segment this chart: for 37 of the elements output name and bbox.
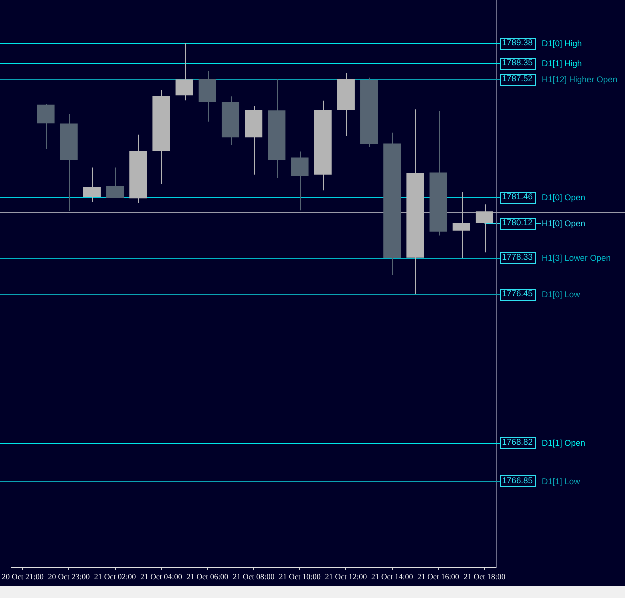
ref-line-label: H1[12] Higher Open [542, 74, 618, 85]
ref-line-label: D1[1] Open [542, 438, 586, 448]
x-tick-label: 21 Oct 18:00 [464, 572, 506, 582]
ref-line-label: H1[3] Lower Open [542, 253, 612, 264]
candlestick [37, 103, 55, 150]
x-tick-label: 21 Oct 02:00 [94, 572, 136, 582]
ref-line-label: D1[1] Low [542, 476, 582, 486]
y-tick-label: 1781.46 [502, 191, 534, 202]
x-tick-label: 20 Oct 21:00 [2, 572, 44, 582]
x-tick-label: 21 Oct 12:00 [325, 572, 368, 582]
x-tick-label: 20 Oct 23:00 [48, 572, 90, 582]
candlestick [83, 167, 101, 203]
y-tick-label: 1787.52 [502, 74, 534, 84]
y-tick-label: 1766.85 [502, 475, 534, 486]
ref-line-label: D1[0] High [542, 38, 582, 48]
y-tick-label: 1780.12 [502, 217, 534, 228]
x-tick-label: 21 Oct 14:00 [371, 572, 414, 582]
x-tick-label: 21 Oct 08:00 [232, 572, 275, 582]
candlestick [476, 204, 494, 254]
y-tick-label: 1768.82 [502, 436, 534, 447]
y-tick-label: 1776.45 [502, 288, 534, 299]
x-tick-label: 21 Oct 04:00 [140, 572, 182, 582]
y-tick-label: 1788.35 [502, 57, 534, 68]
candlestick [291, 151, 309, 212]
annotation: H1[0] Open [542, 218, 586, 228]
ref-line-label: D1[1] High [542, 58, 582, 68]
ref-line-label: D1[0] Low [542, 290, 582, 300]
candlestick [452, 191, 470, 259]
ref-line-label: D1[0] Open [542, 192, 586, 202]
candlestick [176, 42, 194, 102]
y-tick-label: 1778.33 [502, 252, 534, 262]
x-tick-label: 21 Oct 16:00 [418, 572, 460, 582]
x-tick-label: 21 Oct 06:00 [186, 572, 229, 582]
candlestick [106, 167, 124, 199]
y-tick-label: 1789.38 [502, 37, 534, 48]
candlestick [198, 70, 216, 122]
x-tick-label: 21 Oct 10:00 [279, 572, 321, 582]
